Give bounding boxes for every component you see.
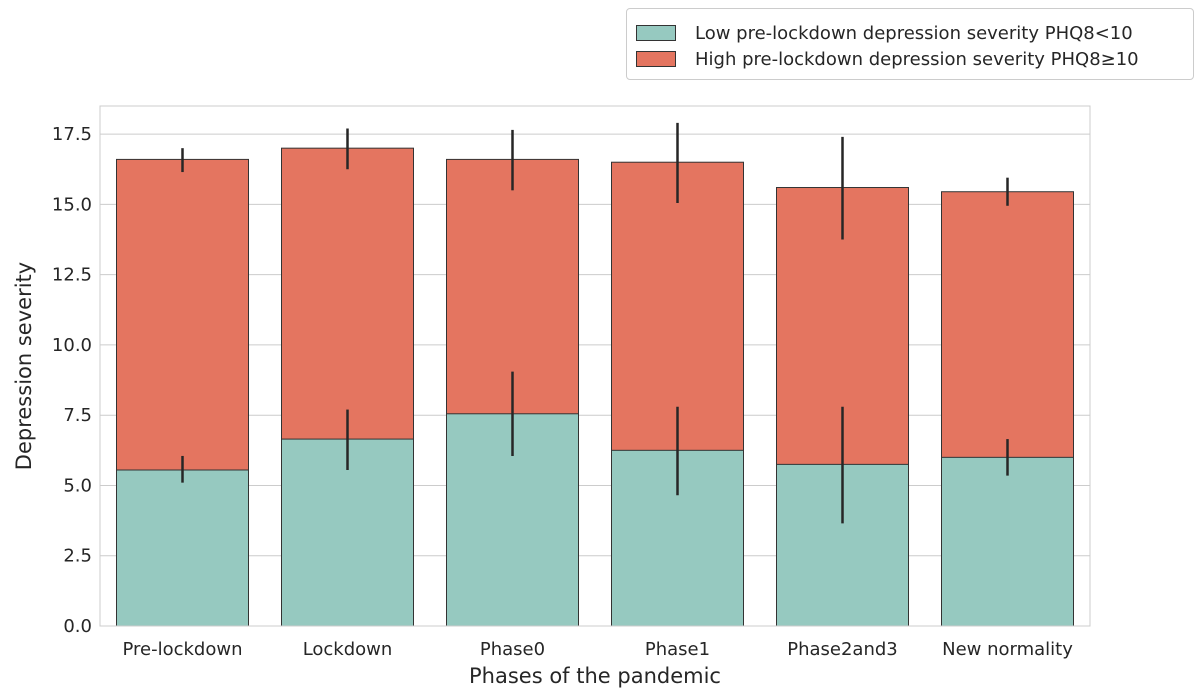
legend: Low pre-lockdown depression severity PHQ… xyxy=(626,8,1194,80)
y-tick-label: 7.5 xyxy=(63,405,92,426)
y-tick-label: 10.0 xyxy=(52,335,92,356)
x-tick-label: Phase0 xyxy=(480,639,545,660)
legend-item-high: High pre-lockdown depression severity PH… xyxy=(636,47,1139,71)
bar-low-severity xyxy=(281,438,414,627)
x-tick-label: Pre-lockdown xyxy=(122,639,242,660)
y-tick-label: 12.5 xyxy=(52,265,92,286)
y-tick-label: 0.0 xyxy=(63,616,92,637)
bar-low-severity xyxy=(941,456,1074,627)
x-tick-label: Lockdown xyxy=(303,639,393,660)
legend-label-high: High pre-lockdown depression severity PH… xyxy=(695,48,1139,70)
bar-groups xyxy=(116,147,1074,627)
error-bars xyxy=(181,122,1009,524)
y-tick-label: 2.5 xyxy=(63,546,92,567)
y-tick-label: 5.0 xyxy=(63,475,92,496)
legend-swatch-low xyxy=(636,25,676,41)
plot-frame xyxy=(99,105,1091,627)
x-tick-label: Phase1 xyxy=(645,639,710,660)
y-tick-label: 17.5 xyxy=(52,124,92,145)
bar-low-severity xyxy=(116,469,249,627)
legend-item-low: Low pre-lockdown depression severity PHQ… xyxy=(636,21,1133,45)
plot-background xyxy=(100,106,1090,626)
legend-swatch-high xyxy=(636,51,676,67)
x-axis-label: Phases of the pandemic xyxy=(469,664,721,688)
x-tick-label: Phase2and3 xyxy=(787,639,898,660)
y-axis-label: Depression severity xyxy=(12,262,36,470)
legend-label-low: Low pre-lockdown depression severity PHQ… xyxy=(695,22,1133,44)
x-tick-labels: Pre-lockdown Lockdown Phase0 Phase1 Phase2an… xyxy=(122,639,1073,660)
x-tick-label: New normality xyxy=(942,639,1073,660)
y-tick-label: 15.0 xyxy=(52,194,92,215)
y-tick-labels: 0.0 2.5 5.0 7.5 10.0 12.5 15.0 17.5 xyxy=(52,124,92,637)
